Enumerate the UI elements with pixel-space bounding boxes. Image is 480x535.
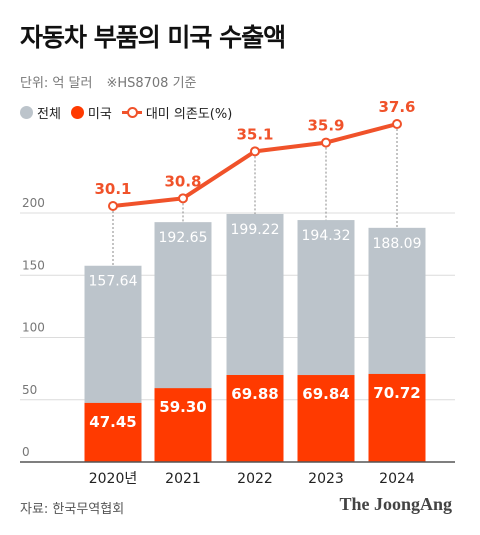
ratio-point: [321, 137, 331, 148]
bar-us-label: 47.45: [89, 413, 136, 431]
ratio-label: 30.1: [94, 180, 131, 198]
ratio-point: [392, 119, 402, 129]
ratio-point: [178, 193, 188, 204]
source-note: 자료: 한국무역협회: [20, 502, 125, 517]
legend-label-us: 미국: [87, 106, 112, 122]
bar-us-label: 69.88: [231, 385, 278, 403]
bar-us: [154, 388, 212, 462]
x-tick-label: 2024: [379, 471, 415, 487]
bar-us-label: 70.72: [373, 384, 420, 402]
publisher-logo: The JoongAng: [339, 494, 452, 514]
legend-swatch-total: [20, 105, 33, 119]
ratio-label: 35.1: [236, 125, 273, 143]
ratio-label: 35.9: [307, 117, 344, 135]
y-tick-label: 150: [22, 258, 45, 272]
legend-label-ratio: 대미 의존도(%): [145, 106, 233, 122]
x-tick-label: 2021: [165, 471, 201, 487]
x-tick-label: 2020년: [89, 471, 138, 487]
y-tick-label: 0: [22, 445, 30, 459]
y-tick-label: 50: [22, 383, 37, 397]
bar-us-label: 69.84: [302, 385, 349, 403]
bar-us-label: 59.30: [159, 398, 206, 416]
bar-us: [84, 402, 142, 462]
legend-label-total: 전체: [37, 106, 61, 122]
ratio-label: 30.8: [164, 172, 201, 190]
legend-item-us: 미국: [70, 103, 112, 122]
y-tick-label: 200: [22, 196, 45, 210]
legend: 전체 미국 대미 의존도(%): [20, 102, 242, 122]
legend-swatch-us: [70, 105, 84, 119]
y-tick-label: 100: [22, 321, 45, 335]
bar-total-label: 194.32: [302, 228, 351, 244]
hs-code-note: ※HS8708 기준: [106, 76, 197, 91]
bar-us: [226, 374, 284, 462]
ratio-point: [250, 146, 260, 157]
bar-total-label: 199.22: [231, 222, 280, 238]
x-tick-label: 2023: [308, 471, 344, 487]
unit-label: 단위: 억 달러: [20, 76, 93, 91]
x-tick-label: 2022: [237, 471, 273, 487]
legend-item-total: 전체: [20, 103, 61, 122]
bar-us: [368, 373, 426, 462]
ratio-point: [108, 201, 118, 211]
ratio-label: 37.6: [378, 98, 415, 116]
bar-total-label: 192.65: [159, 230, 208, 246]
bar-total-label: 188.09: [373, 236, 422, 252]
legend-swatch-ratio: [121, 106, 142, 119]
unit-note: 단위: 억 달러 ※HS8708 기준: [20, 72, 197, 91]
legend-item-ratio: 대미 의존도(%): [121, 103, 233, 122]
chart-title: 자동차 부품의 미국 수출액: [20, 23, 286, 52]
bar-us: [297, 375, 355, 462]
bar-total-label: 157.64: [89, 274, 138, 290]
